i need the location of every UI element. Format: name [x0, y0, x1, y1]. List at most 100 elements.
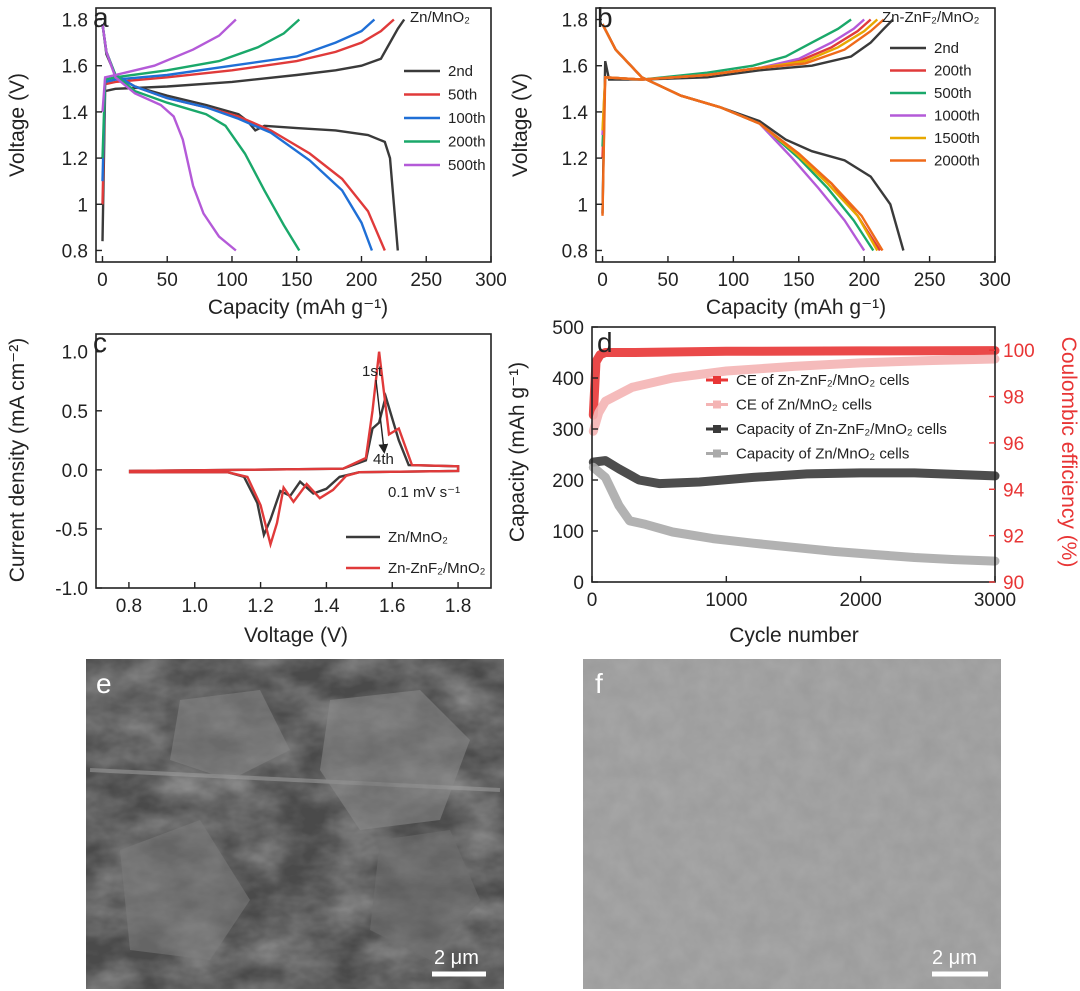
legend-label: 2nd — [934, 40, 959, 57]
y-tick-label: 0.8 — [62, 241, 88, 262]
series-d-1 — [588, 354, 1000, 436]
sem-image-e: e 2 μm — [86, 659, 504, 989]
legend-label: 500th — [448, 157, 486, 174]
legend-label: 200th — [934, 63, 972, 80]
y-tick-label: 1.4 — [62, 103, 89, 124]
panel-c-xlabel: Voltage (V) — [244, 624, 348, 647]
panel-c-annotation-1st: 1st — [362, 363, 383, 380]
y-tick-label: 0.8 — [562, 241, 588, 262]
sem-e-label: e — [96, 668, 112, 699]
series-a-3-discharge — [101, 24, 301, 252]
series-b-5-charge — [601, 18, 885, 216]
x-tick-label: 1.0 — [182, 596, 208, 617]
y2-tick-label: 98 — [1003, 388, 1024, 409]
panel-c-letter: c — [93, 327, 107, 358]
legend-marker — [713, 425, 721, 433]
y-tick-label: -1.0 — [55, 579, 88, 600]
x-tick-label: 100 — [718, 270, 750, 291]
x-tick-label: 0 — [587, 590, 598, 611]
legend-label: 100th — [448, 110, 486, 127]
x-tick-label: 150 — [281, 270, 313, 291]
series-a-0-discharge — [101, 24, 399, 251]
x-tick-label: 100 — [216, 270, 248, 291]
series-b-4-discharge — [601, 23, 879, 252]
y-tick-label: 0.0 — [62, 461, 88, 482]
y-tick-label: 1 — [577, 195, 588, 216]
y-tick-label: 300 — [552, 420, 584, 441]
x-tick-label: 250 — [914, 270, 946, 291]
x-tick-label: 150 — [783, 270, 815, 291]
y-tick-label: 1.6 — [562, 57, 588, 78]
panel-d-frame — [591, 326, 996, 583]
x-tick-label: 300 — [979, 270, 1011, 291]
series-a-4-discharge — [101, 24, 237, 252]
series-a-3-charge — [101, 18, 301, 159]
series-a-0-charge — [101, 18, 406, 242]
series-c-0 — [128, 392, 460, 539]
panel-b-chart: 0 50 100 150 200 250 300 0.8 1 1.2 1.4 1.6 1.8 2nd 20… — [509, 2, 1011, 319]
panel-d-ylabel: Capacity (mAh g⁻¹) — [506, 362, 529, 542]
series-d-0 — [588, 346, 1000, 420]
y2-tick-label: 96 — [1003, 434, 1024, 455]
x-tick-label: 300 — [475, 270, 507, 291]
x-tick-label: 1.4 — [313, 596, 340, 617]
x-tick-label: 0 — [97, 270, 108, 291]
panel-c-ylabel: Current density (mA cm⁻²) — [6, 338, 29, 582]
panel-a-xlabel: Capacity (mAh g⁻¹) — [208, 296, 388, 319]
panel-c-frame — [95, 333, 492, 589]
sem-f-scale-label: 2 μm — [932, 947, 977, 969]
series-b-3-discharge — [601, 23, 866, 252]
panel-a-title: Zn/MnO₂ — [410, 9, 470, 26]
legend-label: 2000th — [934, 153, 980, 170]
legend-label: CE of Zn-ZnF₂/MnO₂ cells — [736, 372, 909, 389]
y-tick-label: 1.6 — [62, 57, 88, 78]
x-tick-label: 200 — [848, 270, 880, 291]
legend-marker — [713, 449, 721, 458]
x-tick-label: 2000 — [840, 590, 882, 611]
panel-d-y2label: Coulombic efficiency (%) — [1057, 337, 1080, 568]
panel-d-letter: d — [597, 327, 613, 358]
x-tick-label: 1000 — [705, 590, 747, 611]
x-tick-label: 1.6 — [379, 596, 405, 617]
series-d-2 — [588, 456, 1000, 489]
y2-tick-label: 100 — [1003, 341, 1035, 362]
x-tick-label: 0 — [597, 270, 608, 291]
series-b-1-charge — [601, 18, 872, 159]
panel-b-title: Zn-ZnF₂/MnO₂ — [882, 9, 980, 26]
y-tick-label: 1.8 — [562, 11, 588, 32]
x-tick-label: 0.8 — [116, 596, 142, 617]
panel-a-ylabel: Voltage (V) — [6, 73, 29, 177]
y-tick-label: 500 — [552, 318, 584, 339]
x-tick-label: 200 — [346, 270, 378, 291]
panel-b-xlabel: Capacity (mAh g⁻¹) — [706, 296, 886, 319]
y-tick-label: 1.4 — [562, 103, 589, 124]
panel-a-letter: a — [93, 2, 109, 33]
panel-c-annotation-4th: 4th — [373, 451, 394, 468]
x-tick-label: 250 — [410, 270, 442, 291]
panel-d-xlabel: Cycle number — [729, 624, 859, 647]
y2-tick-label: 94 — [1003, 480, 1025, 501]
legend-label: Zn-ZnF₂/MnO₂ — [388, 560, 486, 577]
x-tick-label: 50 — [657, 270, 678, 291]
y-tick-label: -0.5 — [55, 520, 88, 541]
series-a-2-discharge — [101, 24, 374, 251]
x-tick-label: 50 — [157, 270, 178, 291]
sem-image-f: f 2 μm — [583, 659, 1001, 989]
sem-f-texture — [583, 659, 1001, 989]
y-tick-label: 400 — [552, 369, 584, 390]
x-tick-label: 1.2 — [247, 596, 273, 617]
legend-label: 50th — [448, 87, 477, 104]
panel-c-scan-rate: 0.1 mV s⁻¹ — [388, 484, 460, 501]
series-b-5-discharge — [601, 23, 884, 252]
sem-f-label: f — [595, 668, 603, 699]
legend-label: 1500th — [934, 130, 980, 147]
x-tick-label: 1.8 — [445, 596, 471, 617]
legend-label: 1000th — [934, 108, 980, 125]
legend-label: 500th — [934, 85, 972, 102]
sem-e-particles — [89, 690, 501, 960]
legend-label: 200th — [448, 134, 486, 151]
series-c-1 — [128, 351, 460, 549]
legend-label: Capacity of Zn/MnO₂ cells — [736, 446, 909, 463]
legend-label: 2nd — [448, 63, 473, 80]
